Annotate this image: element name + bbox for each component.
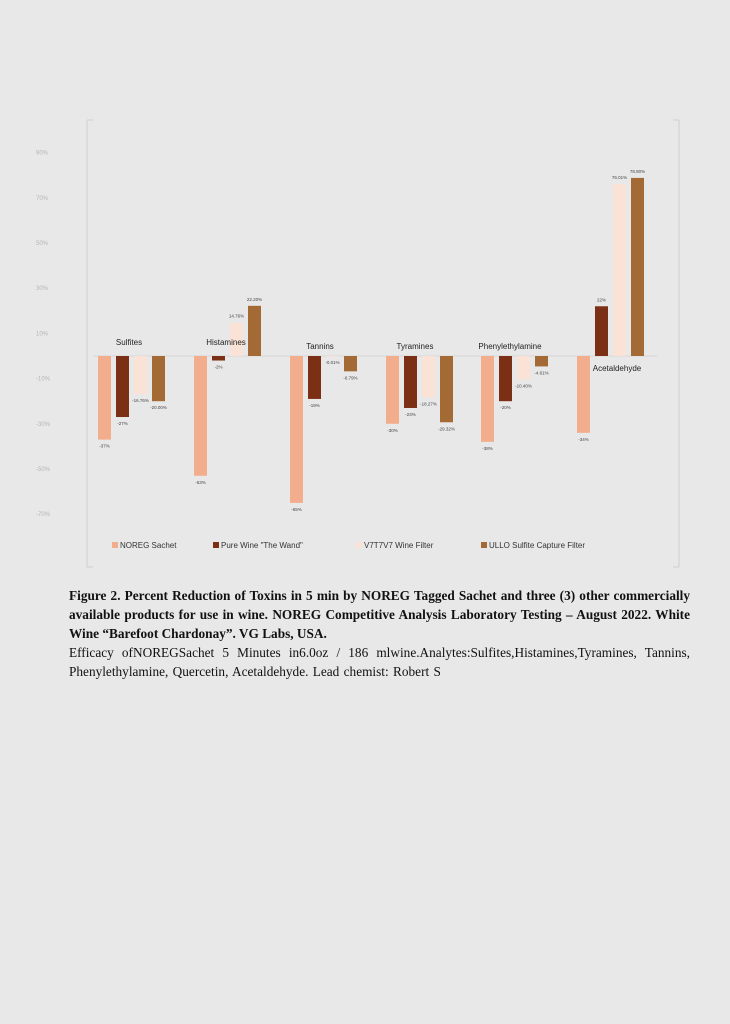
bar-ullo: [440, 356, 453, 423]
data-label: -38%: [482, 446, 493, 451]
y-tick-label: 10%: [36, 331, 49, 337]
legend-label: Pure Wine "The Wand": [221, 541, 303, 550]
y-tick-label: 50%: [36, 241, 49, 247]
data-label: 78.80%: [630, 169, 645, 174]
bar-ullo: [344, 356, 357, 372]
bar-noreg: [290, 356, 303, 503]
data-label: -16.76%: [132, 398, 149, 403]
bar-v7t7v7: [422, 356, 435, 398]
y-tick-label: 90%: [36, 151, 49, 157]
legend-label: NOREG Sachet: [120, 541, 177, 550]
bar-wand: [308, 356, 321, 399]
bar-noreg: [194, 356, 207, 476]
y-tick-label: 30%: [36, 286, 49, 292]
data-label: -30%: [387, 428, 398, 433]
y-tick-label: -70%: [36, 512, 51, 518]
y-tick-label: 70%: [36, 196, 49, 202]
legend-swatch: [481, 542, 487, 548]
legend-swatch: [356, 542, 362, 548]
bar-wand: [116, 356, 129, 418]
legend-label: ULLO Sulfite Capture Filter: [489, 541, 585, 550]
bar-v7t7v7: [134, 356, 147, 394]
caption-body: Efficacy ofNOREGSachet 5 Minutes in6.0oz…: [69, 645, 690, 679]
bar-noreg: [386, 356, 399, 424]
bar-v7t7v7: [230, 322, 243, 356]
category-label: Histamines: [206, 338, 246, 347]
bar-wand: [404, 356, 417, 408]
bar-wand: [595, 306, 608, 356]
bar-noreg: [577, 356, 590, 433]
data-label: 76.01%: [612, 175, 627, 180]
bar-ullo: [152, 356, 165, 402]
legend-label: V7T7V7 Wine Filter: [364, 541, 434, 550]
category-label: Sulfites: [116, 338, 142, 347]
data-label: -19%: [309, 403, 320, 408]
category-label: Phenylethylamine: [478, 342, 542, 351]
data-label: 22%: [597, 297, 606, 302]
data-label: -65%: [291, 507, 302, 512]
category-label: Tyramines: [397, 342, 434, 351]
data-label: -18.27%: [420, 401, 437, 406]
data-label: 14.76%: [229, 314, 244, 319]
y-tick-label: -30%: [36, 422, 51, 428]
data-label: -6.79%: [343, 375, 357, 380]
bar-wand: [499, 356, 512, 402]
bar-ullo: [631, 177, 644, 356]
bar-wand: [212, 356, 225, 361]
bar-noreg: [98, 356, 111, 440]
y-tick-label: -50%: [36, 467, 51, 473]
bar-noreg: [481, 356, 494, 442]
category-label: Tannins: [306, 342, 334, 351]
data-label: -20%: [500, 405, 511, 410]
caption-title: Figure 2. Percent Reduction of Toxins in…: [69, 588, 690, 641]
legend-swatch: [112, 542, 118, 548]
figure-caption: Figure 2. Percent Reduction of Toxins in…: [69, 586, 690, 681]
legend-swatch: [213, 542, 219, 548]
data-label: 22.20%: [247, 297, 262, 302]
data-label: -10.40%: [515, 384, 532, 389]
bar-ullo: [535, 356, 548, 367]
data-label: -2%: [214, 365, 222, 370]
data-label: -4.61%: [534, 370, 548, 375]
data-label: -27%: [117, 421, 128, 426]
data-label: -29.32%: [438, 426, 455, 431]
bar-ullo: [248, 305, 261, 356]
data-label: -0.01%: [325, 360, 339, 365]
data-label: -37%: [99, 444, 110, 449]
y-tick-label: -10%: [36, 377, 51, 383]
data-label: -34%: [578, 437, 589, 442]
data-label: -23%: [405, 412, 416, 417]
bar-chart: 90% 70% 50% 30% 10% -10% -30% -50% -70% -37% -53% -…: [36, 151, 657, 550]
bar-v7t7v7: [517, 356, 530, 380]
data-label: -20.00%: [150, 405, 167, 410]
bar-v7t7v7: [326, 356, 339, 357]
bar-v7t7v7: [613, 184, 626, 356]
data-label: -53%: [195, 480, 206, 485]
category-label: Acetaldehyde: [593, 364, 642, 373]
